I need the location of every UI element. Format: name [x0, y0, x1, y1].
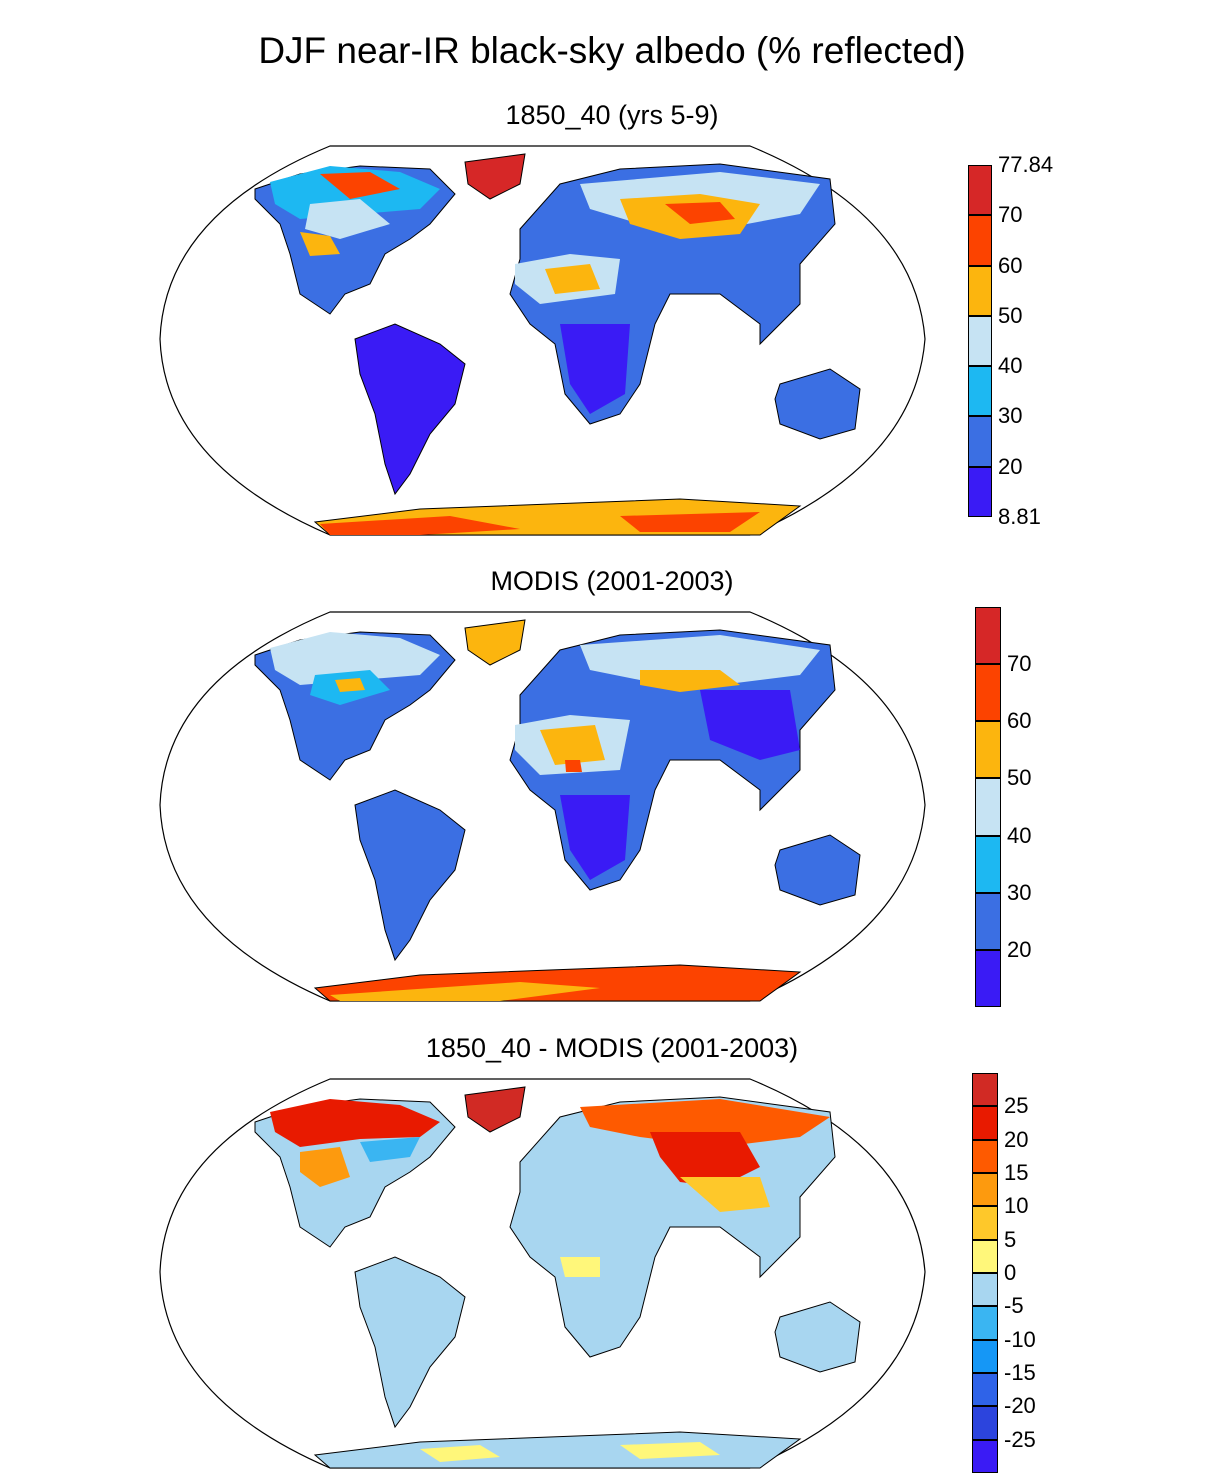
- colorbar-tick-label: 5: [1004, 1226, 1017, 1252]
- landmass-south-america: [354, 1256, 466, 1429]
- colorbar-swatch: [968, 315, 992, 367]
- landmass-north-america: [254, 165, 456, 315]
- panel-title-model: 1850_40 (yrs 5-9): [505, 100, 719, 130]
- colorbar-swatch: [975, 892, 1001, 950]
- colorbar-tick-label: 40: [1007, 822, 1032, 848]
- colorbar-swatch: [972, 1406, 998, 1440]
- colorbar-swatch: [972, 1239, 998, 1273]
- colorbar-tick-label: -15: [1004, 1360, 1036, 1385]
- colorbar-model: 8.81 20 30 40 50 60 70 77.84: [968, 152, 1053, 529]
- landmass-antarctica: [313, 1431, 802, 1469]
- colorbar-tick-label: 60: [998, 252, 1023, 278]
- landmass-africa-eurasia: [509, 1096, 836, 1358]
- colorbar-tick-label: 25: [1004, 1093, 1029, 1119]
- landmass-south-america: [354, 789, 466, 962]
- panel-title-modis: MODIS (2001-2003): [490, 566, 734, 596]
- landmass-north-america: [254, 1098, 456, 1248]
- colorbar-tick-label: -20: [1004, 1393, 1036, 1419]
- landmass-greenland: [464, 619, 526, 666]
- colorbar-swatch: [968, 215, 992, 266]
- colorbar-swatch: [975, 835, 1001, 893]
- colorbar-tick-label: 70: [1007, 651, 1032, 677]
- colorbar-swatch: [972, 1073, 998, 1107]
- colorbar-tick-label: 40: [998, 353, 1023, 379]
- colorbar-swatch: [972, 1106, 998, 1140]
- panel-title-difference: 1850_40 - MODIS (2001-2003): [425, 1033, 799, 1063]
- colorbar-tick-label: 20: [998, 453, 1023, 479]
- colorbar-swatch: [968, 466, 992, 517]
- colorbar-tick-label: 20: [1007, 936, 1032, 962]
- colorbar-tick-label: 30: [998, 403, 1023, 429]
- colorbar-swatch: [975, 721, 1001, 779]
- colorbar-swatch: [972, 1306, 998, 1340]
- colorbar-swatch: [972, 1373, 998, 1407]
- colorbar-swatch: [968, 165, 992, 216]
- landmass-australia: [774, 834, 861, 906]
- colorbar-swatch: [968, 265, 992, 316]
- colorbar-modis: 20 30 40 50 60 70: [975, 607, 1031, 1007]
- landmass-greenland: [464, 1086, 526, 1133]
- colorbar-tick-label: 70: [998, 202, 1023, 228]
- colorbar-tick-label: 30: [1007, 879, 1032, 905]
- colorbar-swatch: [968, 366, 992, 417]
- colorbar-difference: -25 -20 -15 -10 -5 0 5 10 15 20 25: [972, 1073, 1036, 1473]
- landmass-australia: [774, 368, 861, 440]
- colorbar-tick-label: 60: [1007, 708, 1032, 734]
- world-map-model: [159, 145, 926, 536]
- colorbar-tick-label: 15: [1004, 1160, 1029, 1185]
- landmass-antarctica: [313, 964, 802, 1002]
- landmass-australia: [774, 1301, 861, 1373]
- world-map-modis: [159, 611, 926, 1002]
- colorbar-tick-label: -10: [1004, 1326, 1036, 1352]
- colorbar-tick-label: 77.84: [998, 152, 1054, 177]
- colorbar-swatch: [972, 1139, 998, 1173]
- colorbar-tick-label: -25: [1004, 1426, 1036, 1452]
- colorbar-swatch: [975, 949, 1001, 1007]
- colorbar-swatch: [972, 1339, 998, 1373]
- colorbar-tick-label: 20: [1004, 1126, 1029, 1152]
- colorbar-swatch: [972, 1206, 998, 1240]
- figure-title: DJF near-IR black-sky albedo (% reflecte…: [258, 30, 966, 71]
- colorbar-tick-label: 0: [1004, 1260, 1017, 1285]
- landmass-south-america: [354, 323, 466, 496]
- colorbar-tick-label: -5: [1004, 1293, 1024, 1319]
- colorbar-tick-label: 50: [998, 302, 1023, 328]
- colorbar-swatch: [975, 664, 1001, 722]
- colorbar-swatch: [968, 416, 992, 467]
- colorbar-tick-label: 8.81: [998, 504, 1041, 529]
- landmass-africa-eurasia: [509, 629, 836, 891]
- colorbar-swatch: [972, 1273, 998, 1307]
- colorbar-swatch: [975, 778, 1001, 836]
- landmass-africa-eurasia: [509, 163, 836, 425]
- colorbar-swatch: [972, 1439, 998, 1473]
- world-map-difference: [159, 1078, 926, 1469]
- landmass-greenland: [464, 153, 526, 200]
- colorbar-swatch: [972, 1173, 998, 1207]
- colorbar-tick-label: 50: [1007, 765, 1032, 791]
- landmass-antarctica: [313, 498, 802, 536]
- landmass-north-america: [254, 631, 456, 781]
- colorbar-tick-label: 10: [1004, 1193, 1029, 1219]
- colorbar-swatch: [975, 607, 1001, 665]
